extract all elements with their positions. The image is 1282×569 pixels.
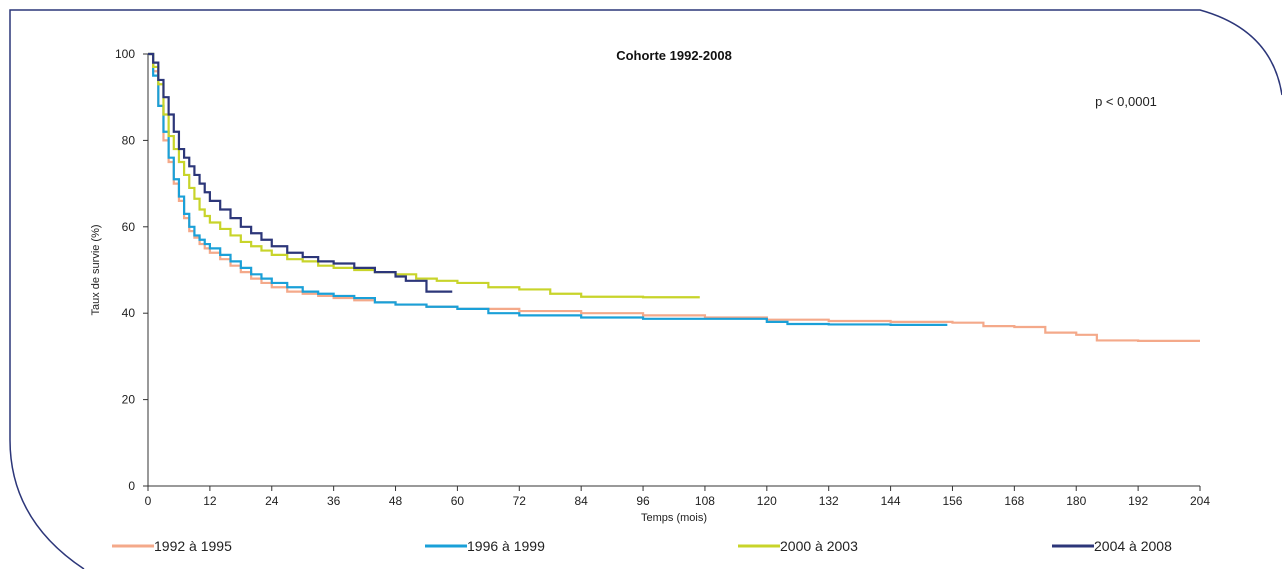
series-layer [148,52,1200,342]
y-tick-label: 80 [122,133,136,147]
x-tick-label: 60 [451,494,465,508]
axes: 0 12 24 36 48 60 72 84 96 108 120 132 144 156 168 180 19… [115,47,1210,508]
y-axis-title: Taux de survie (%) [90,224,102,315]
y-tick-label: 40 [122,306,136,320]
y-tick-label: 20 [122,393,136,407]
frame-border [9,9,1282,569]
y-tick-label: 0 [128,479,135,493]
legend-label-3: 2000 à 2003 [780,538,858,554]
x-tick-label: 156 [942,494,962,508]
x-tick-label: 132 [819,494,839,508]
x-tick-label: 144 [881,494,901,508]
x-tick-label: 36 [327,494,341,508]
x-tick-label: 48 [389,494,403,508]
x-tick-label: 204 [1190,494,1210,508]
chart-title: Cohorte 1992-2008 [616,48,732,63]
legend-label-1: 1992 à 1995 [154,538,232,554]
legend: 1992 à 1995 1996 à 1999 2000 à 2003 2004 à … [112,538,1172,554]
x-tick-label: 120 [757,494,777,508]
x-tick-label: 96 [636,494,650,508]
x-tick-label: 84 [574,494,588,508]
legend-label-2: 1996 à 1999 [467,538,545,554]
x-tick-label: 72 [513,494,527,508]
x-axis-title: Temps (mois) [641,512,707,524]
x-tick-label: 108 [695,494,715,508]
x-tick-label: 180 [1066,494,1086,508]
x-tick-label: 24 [265,494,279,508]
x-tick-label: 192 [1128,494,1148,508]
legend-label-4: 2004 à 2008 [1094,538,1172,554]
y-tick-label: 100 [115,47,135,61]
series-line-3 [148,52,700,299]
p-value-annotation: p < 0,0001 [1095,94,1157,109]
x-tick-label: 0 [145,494,152,508]
series-line-2 [148,52,948,326]
series-line-4 [148,52,453,293]
x-tick-label: 12 [203,494,217,508]
y-tick-label: 60 [122,220,136,234]
x-tick-label: 168 [1004,494,1024,508]
